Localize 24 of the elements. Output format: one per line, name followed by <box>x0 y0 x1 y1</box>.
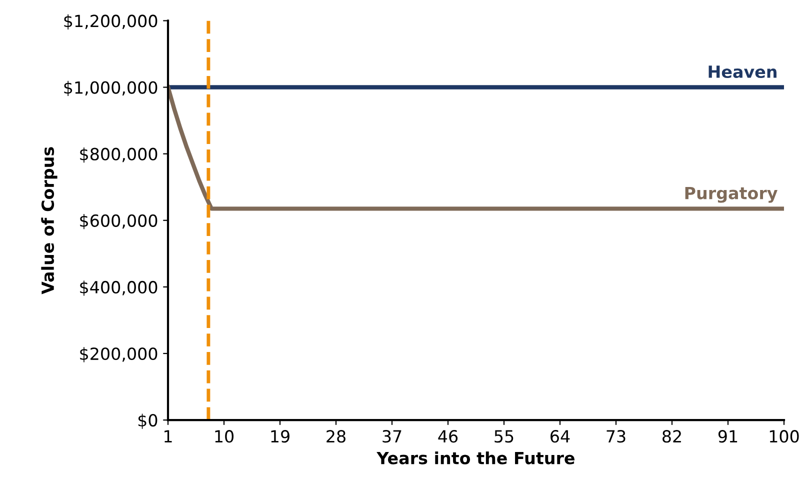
x-tick-label: 82 <box>662 430 681 443</box>
x-tick-label: 73 <box>606 430 626 443</box>
series-label: Purgatory <box>685 186 778 203</box>
x-tick-label: 91 <box>718 430 738 443</box>
x-tick-label: 19 <box>271 430 290 443</box>
x-tick-label: 28 <box>326 430 346 443</box>
x-tick-label: 46 <box>438 430 458 443</box>
series-label: Heaven <box>708 66 776 78</box>
y-tick-label: $400,000 <box>80 280 158 296</box>
y-tick-label: $600,000 <box>80 214 158 230</box>
y-tick-label: $1,000,000 <box>64 80 158 96</box>
y-axis-title: Value of Corpus <box>41 147 58 294</box>
y-tick-label: $800,000 <box>80 147 158 163</box>
y-tick-label: $200,000 <box>80 347 158 362</box>
x-tick-label: 10 <box>215 430 234 443</box>
x-tick-label: 55 <box>494 430 514 443</box>
x-tick-label: 64 <box>550 430 570 443</box>
y-tick-label: $0 <box>138 414 158 429</box>
y-tick-label: $1,200,000 <box>64 14 158 30</box>
line-series <box>168 85 784 211</box>
x-tick-label: 37 <box>382 430 402 443</box>
x-axis-title: Years into the Future <box>376 451 574 464</box>
x-tick-label: 1 <box>164 430 172 442</box>
x-tick-label: 100 <box>770 430 799 443</box>
